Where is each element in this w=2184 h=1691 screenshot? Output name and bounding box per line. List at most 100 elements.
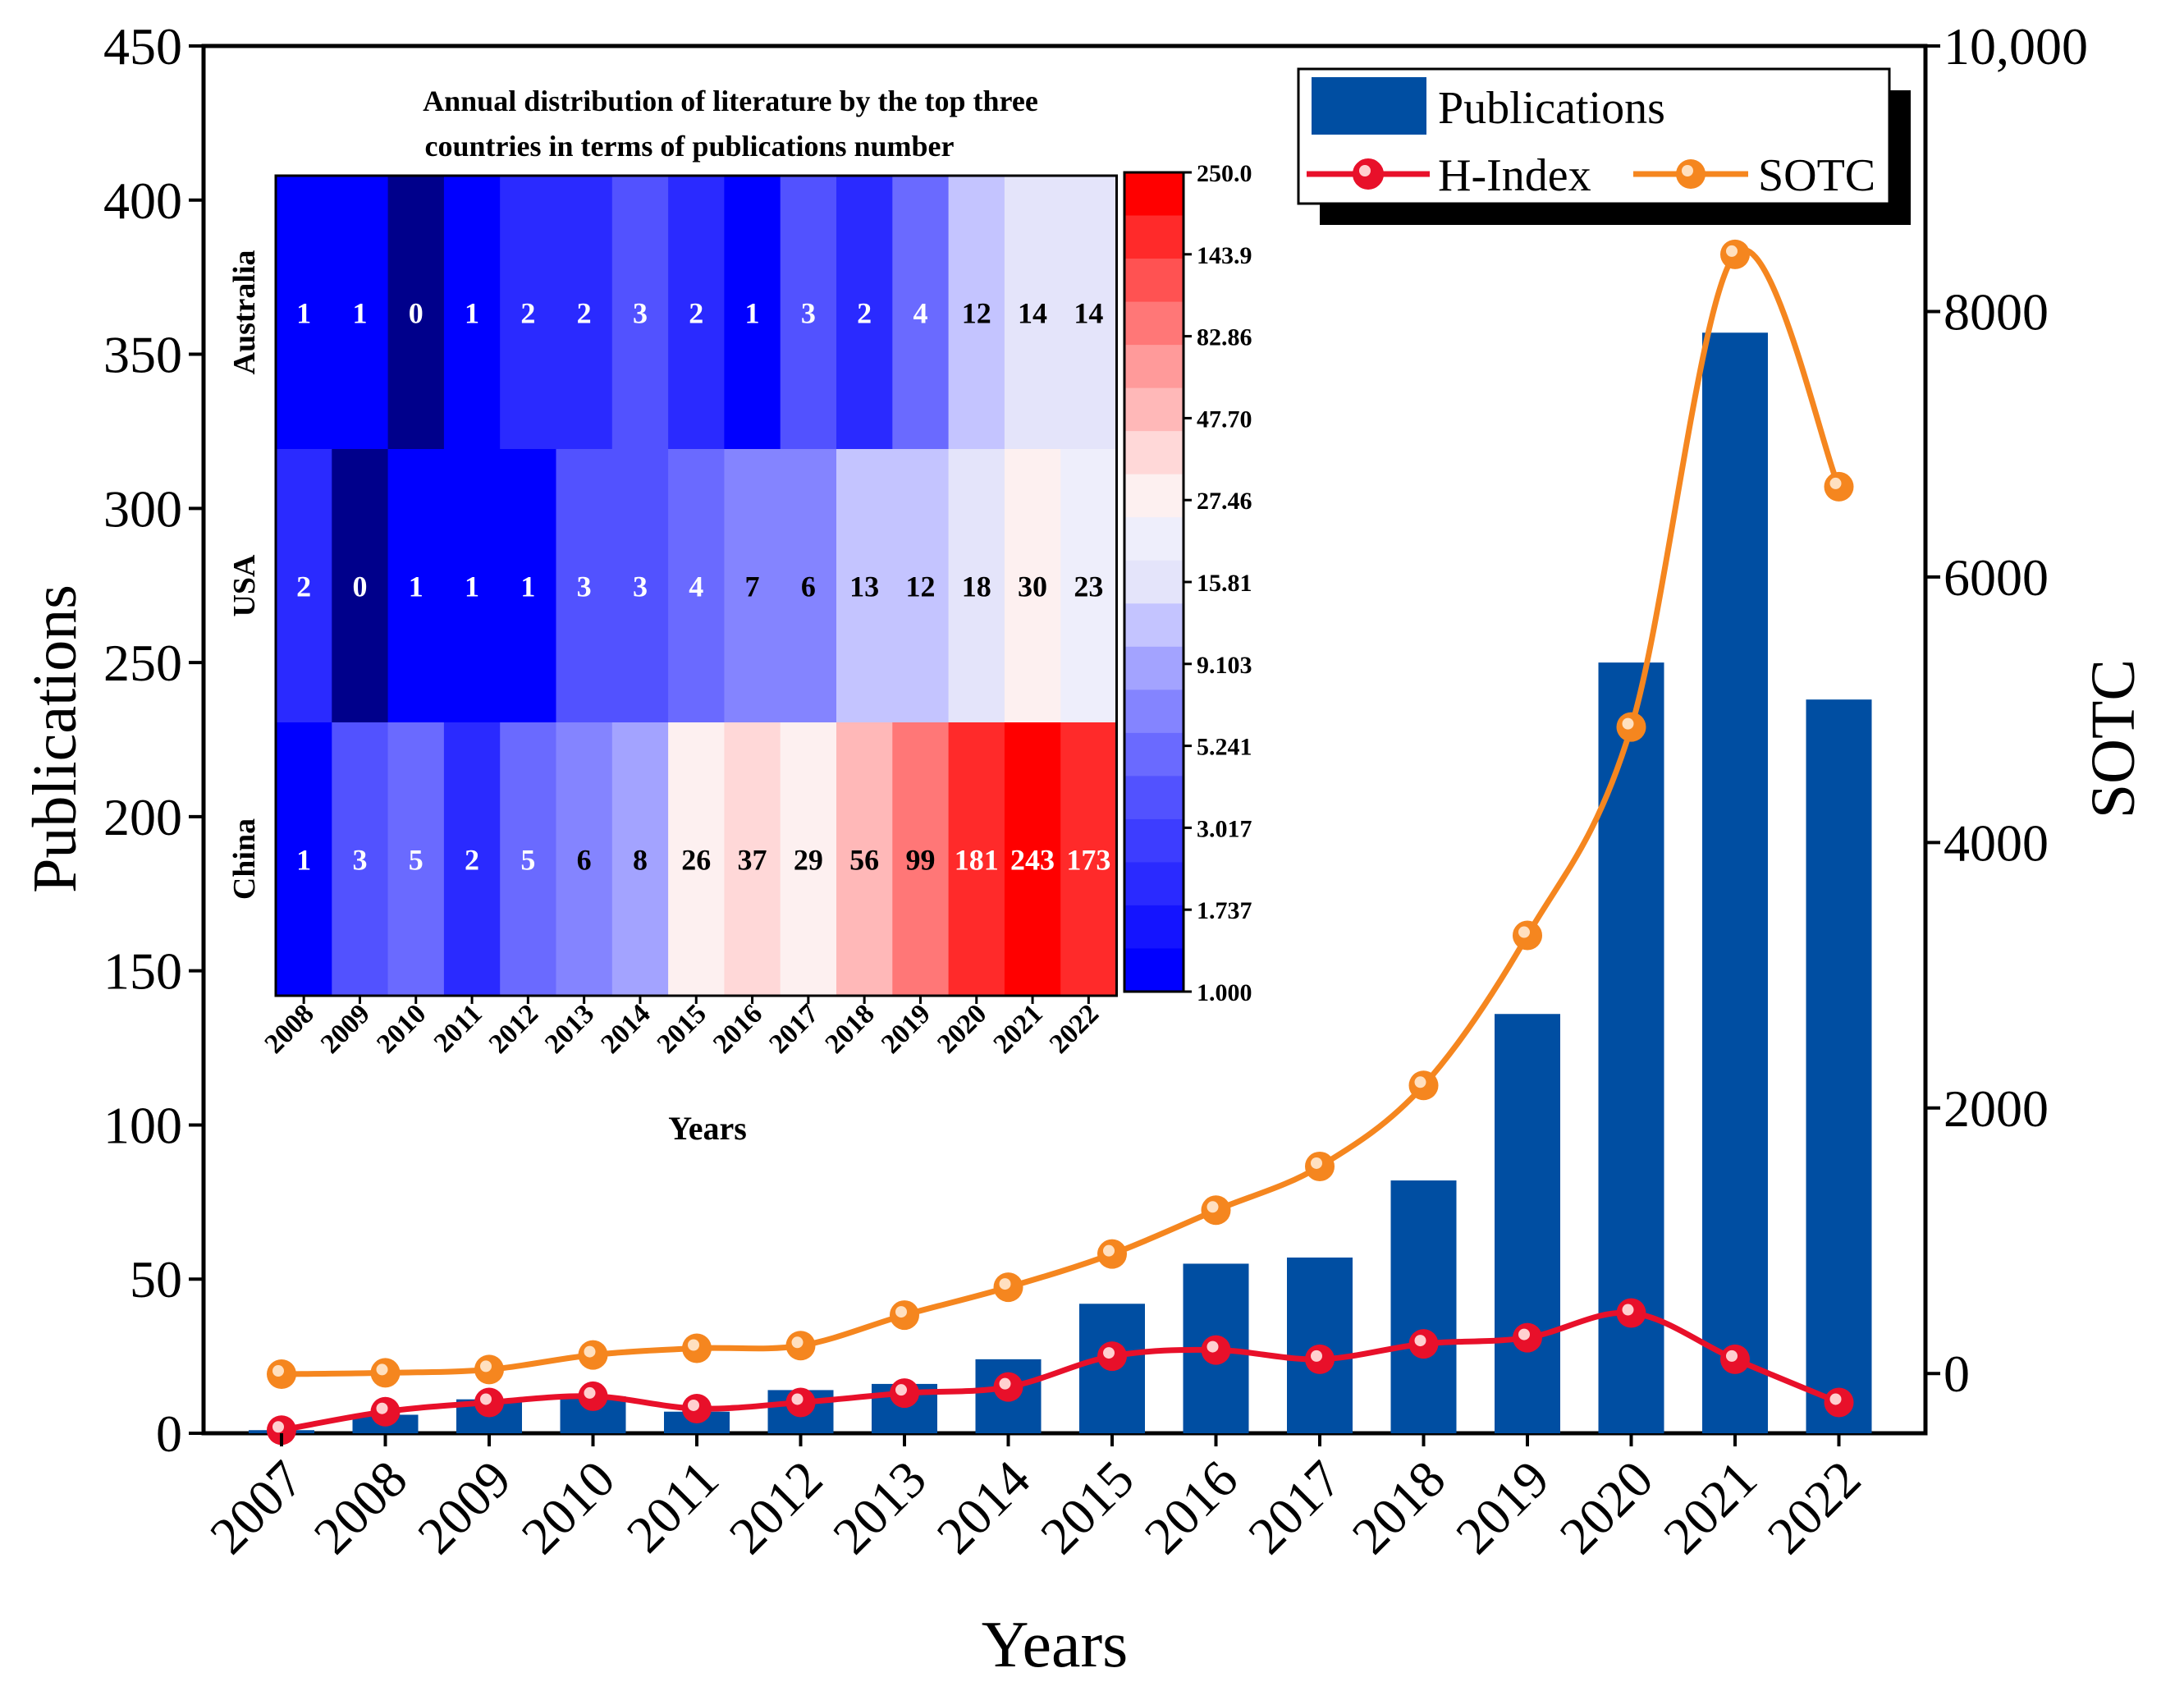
heatmap-value: 0 bbox=[352, 571, 367, 603]
heatmap-value: 18 bbox=[962, 571, 991, 603]
heatmap-title-line2: countries in terms of publications numbe… bbox=[424, 130, 954, 163]
heatmap-value: 2 bbox=[465, 844, 479, 877]
x-tick-label: 2010 bbox=[511, 1450, 626, 1565]
heatmap-row-label: USA bbox=[227, 554, 262, 617]
heatmap-cell bbox=[556, 449, 613, 723]
colorbar-segment bbox=[1124, 345, 1184, 389]
heatmap-cell bbox=[892, 722, 950, 997]
hindex-marker-highlight bbox=[791, 1393, 804, 1405]
x-tick-label: 2022 bbox=[1756, 1450, 1872, 1565]
colorbar-segment bbox=[1124, 732, 1184, 777]
colorbar-label: 3.017 bbox=[1197, 815, 1252, 842]
colorbar-segment bbox=[1124, 517, 1184, 561]
heatmap-x-label: 2010 bbox=[371, 998, 432, 1059]
x-tick-label: 2007 bbox=[199, 1450, 314, 1565]
hindex-marker-highlight bbox=[1726, 1350, 1738, 1362]
heatmap-cell bbox=[948, 176, 1005, 450]
heatmap-cell bbox=[443, 722, 501, 997]
publications-bar bbox=[1806, 699, 1872, 1433]
y-tick-label: 450 bbox=[103, 17, 182, 76]
y-tick-label: 150 bbox=[103, 942, 182, 1001]
x-tick-label: 2018 bbox=[1341, 1450, 1457, 1565]
y-tick-label: 350 bbox=[103, 326, 182, 384]
sotc-marker-highlight bbox=[1206, 1201, 1219, 1213]
heatmap-cell bbox=[276, 449, 332, 723]
hindex-line bbox=[281, 1309, 1840, 1433]
heatmap-cell bbox=[611, 449, 669, 723]
heatmap-cell bbox=[276, 176, 332, 450]
heatmap-cell bbox=[332, 722, 389, 997]
heatmap-cell bbox=[836, 176, 893, 450]
x-tick-label: 2016 bbox=[1133, 1450, 1249, 1565]
heatmap-cell bbox=[556, 176, 613, 450]
heatmap-value: 1 bbox=[296, 844, 311, 877]
hindex-marker-highlight bbox=[1103, 1347, 1115, 1359]
colorbar-label: 5.241 bbox=[1197, 734, 1252, 761]
heatmap-value: 243 bbox=[1010, 844, 1055, 877]
y-tick-label: 200 bbox=[103, 788, 182, 846]
sotc-marker-highlight bbox=[584, 1345, 596, 1358]
heatmap-cell bbox=[387, 449, 445, 723]
heatmap-cell bbox=[556, 722, 613, 997]
sotc-marker-highlight bbox=[1726, 245, 1738, 257]
heatmap-cell bbox=[668, 722, 725, 997]
heatmap-cell bbox=[1060, 722, 1118, 997]
heatmap-cell bbox=[724, 449, 781, 723]
colorbar-segment bbox=[1124, 603, 1184, 648]
heatmap-x-label: 2020 bbox=[932, 998, 992, 1059]
heatmap-cell bbox=[500, 176, 557, 450]
heatmap-cell bbox=[948, 722, 1005, 997]
colorbar-segment bbox=[1124, 172, 1184, 217]
heatmap-cell bbox=[276, 722, 332, 997]
colorbar-segment bbox=[1124, 215, 1184, 259]
heatmap-cell bbox=[611, 722, 669, 997]
heatmap-x-label: 2019 bbox=[876, 998, 936, 1059]
heatmap-cell bbox=[836, 449, 893, 723]
heatmap-value: 23 bbox=[1074, 571, 1103, 603]
colorbar-label: 143.9 bbox=[1197, 242, 1252, 269]
y2-tick-label: 2000 bbox=[1944, 1079, 2049, 1138]
heatmap-value: 173 bbox=[1066, 844, 1110, 877]
heatmap-cell bbox=[948, 449, 1005, 723]
legend-sotc-label: SOTC bbox=[1758, 150, 1875, 201]
heatmap-value: 3 bbox=[633, 571, 648, 603]
heatmap-value: 2 bbox=[296, 571, 311, 603]
publications-bar bbox=[1702, 332, 1768, 1434]
colorbar-segment bbox=[1124, 905, 1184, 950]
heatmap-x-label: 2009 bbox=[315, 998, 376, 1059]
heatmap-cell bbox=[892, 449, 950, 723]
heatmap-cell bbox=[332, 176, 389, 450]
heatmap-cell bbox=[780, 449, 837, 723]
x-tick-label: 2011 bbox=[616, 1450, 730, 1564]
hindex-marker-highlight bbox=[376, 1402, 388, 1414]
heatmap-value: 13 bbox=[849, 571, 879, 603]
heatmap-cell bbox=[387, 176, 445, 450]
hindex-marker-highlight bbox=[1829, 1393, 1842, 1405]
heatmap-cell bbox=[1004, 722, 1061, 997]
heatmap-value: 56 bbox=[849, 844, 879, 877]
sotc-marker-highlight bbox=[688, 1339, 699, 1351]
x-tick-label: 2008 bbox=[303, 1450, 419, 1565]
y2-tick-label: 4000 bbox=[1944, 813, 2049, 872]
heatmap-cell bbox=[668, 176, 725, 450]
y-tick-label: 400 bbox=[103, 172, 182, 230]
y-axis-title: Publications bbox=[21, 584, 89, 893]
colorbar-segment bbox=[1124, 646, 1184, 690]
colorbar-segment bbox=[1124, 948, 1184, 992]
heatmap-value: 99 bbox=[905, 844, 935, 877]
colorbar-segment bbox=[1124, 387, 1184, 432]
y-tick-label: 50 bbox=[130, 1250, 182, 1308]
heatmap-cell bbox=[443, 176, 501, 450]
heatmap-x-label: 2016 bbox=[707, 998, 768, 1059]
legend-publications-swatch bbox=[1312, 77, 1426, 135]
heatmap-x-label: 2014 bbox=[595, 998, 656, 1059]
sotc-marker-highlight bbox=[1622, 717, 1634, 730]
x-tick-label: 2020 bbox=[1549, 1450, 1664, 1565]
y-tick-label: 250 bbox=[103, 634, 182, 692]
heatmap-cell bbox=[724, 722, 781, 997]
y-tick-label: 0 bbox=[156, 1405, 182, 1463]
heatmap-value: 1 bbox=[296, 297, 311, 330]
heatmap-value: 1 bbox=[409, 571, 424, 603]
publications-bar bbox=[1495, 1014, 1560, 1433]
